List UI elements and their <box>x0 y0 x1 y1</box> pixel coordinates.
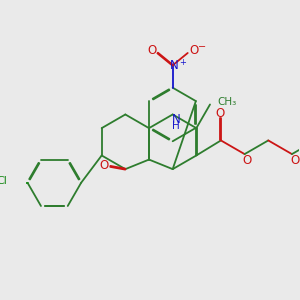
Text: O: O <box>290 154 299 166</box>
Text: O: O <box>189 44 198 57</box>
Text: N: N <box>170 59 178 72</box>
Text: CH₃: CH₃ <box>218 97 237 107</box>
Text: +: + <box>180 58 187 67</box>
Text: O: O <box>100 158 109 172</box>
Text: O: O <box>242 154 251 166</box>
Text: O: O <box>147 44 156 57</box>
Text: −: − <box>198 42 206 52</box>
Text: Cl: Cl <box>0 176 7 186</box>
Text: H: H <box>172 121 180 131</box>
Text: O: O <box>215 106 224 120</box>
Text: N: N <box>172 113 180 126</box>
